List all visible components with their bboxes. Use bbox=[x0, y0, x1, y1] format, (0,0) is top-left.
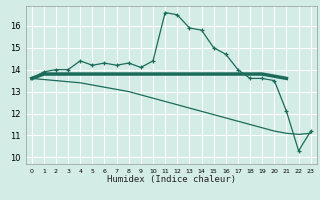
X-axis label: Humidex (Indice chaleur): Humidex (Indice chaleur) bbox=[107, 175, 236, 184]
